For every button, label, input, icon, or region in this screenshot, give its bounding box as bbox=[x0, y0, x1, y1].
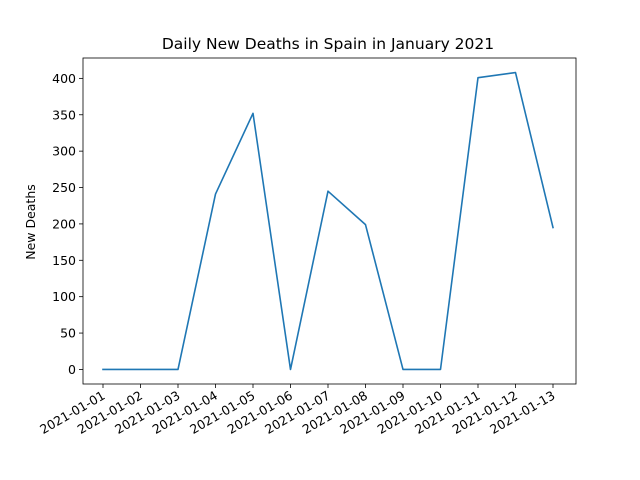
y-tick-label: 150 bbox=[52, 253, 76, 268]
axes-frame bbox=[82, 57, 577, 385]
chart-title: Daily New Deaths in Spain in January 202… bbox=[162, 35, 494, 53]
y-tick-label: 100 bbox=[52, 289, 76, 304]
y-tick-label: 400 bbox=[52, 71, 76, 86]
plot-area: 0501001502002503003504002021-01-012021-0… bbox=[37, 57, 577, 437]
y-tick-label: 50 bbox=[60, 326, 76, 341]
y-axis-label: New Deaths bbox=[23, 184, 38, 260]
y-tick-label: 0 bbox=[68, 362, 76, 377]
y-tick-label: 250 bbox=[52, 180, 76, 195]
y-tick-label: 350 bbox=[52, 107, 76, 122]
y-tick-label: 300 bbox=[52, 144, 76, 159]
y-tick-label: 200 bbox=[52, 216, 76, 231]
